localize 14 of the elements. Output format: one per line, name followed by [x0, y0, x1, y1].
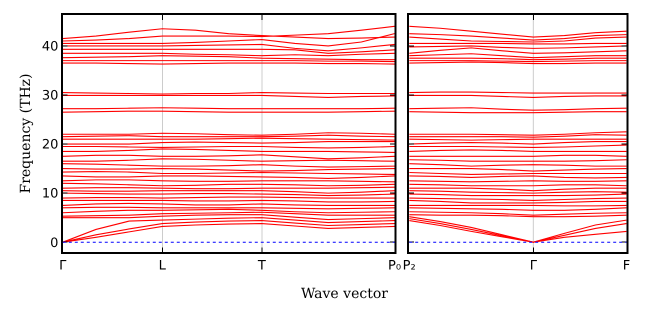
y-tick-label: 10: [42, 186, 58, 202]
x-tick-label: P₀: [388, 258, 402, 274]
x-tick-label: Γ: [59, 258, 68, 274]
x-tick-label: T: [256, 258, 266, 274]
y-tick-label: 20: [42, 138, 58, 153]
y-axis-title: Frequency (THz): [18, 73, 34, 194]
y-tick-label: 0: [50, 236, 58, 251]
y-tick-label: 40: [42, 39, 58, 54]
x-tick-label: L: [158, 258, 167, 274]
y-tick-label: 30: [42, 88, 58, 104]
x-tick-label: F: [622, 258, 630, 274]
x-axis-title: Wave vector: [301, 286, 388, 302]
x-tick-label: P₂: [402, 258, 416, 274]
x-tick-label: Γ: [530, 258, 538, 274]
